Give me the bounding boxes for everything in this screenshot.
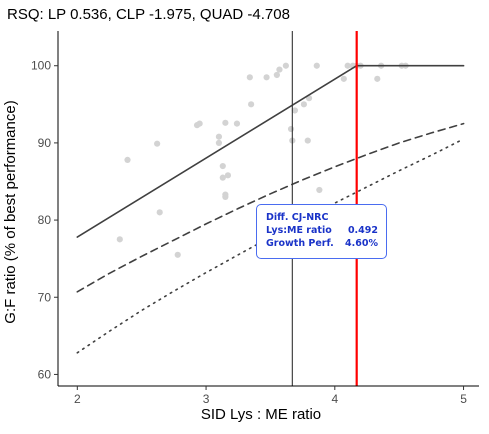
data-point [233,120,241,127]
y-tick-label: 80 [38,213,52,227]
data-point [246,74,253,81]
data-point [287,125,295,133]
data-point [316,186,323,194]
tooltip-row: Growth Perf. 4.60% [266,237,378,250]
data-point [300,101,308,108]
tooltip-value: 0.492 [347,225,378,236]
data-point [224,172,232,179]
y-tick-label: 70 [38,290,52,304]
data-point [116,236,123,243]
y-tick-label: 100 [31,59,51,73]
quadratic-line [76,138,465,354]
tooltip-value: 4.60% [345,238,378,249]
data-point [340,75,347,82]
data-point [282,62,289,69]
data-point [215,139,223,147]
tooltip-label: Lys:ME ratio [266,225,332,236]
data-point [273,71,280,79]
data-point [248,101,255,108]
data-point [276,66,283,73]
x-tick-label: 2 [74,392,81,406]
data-point [219,162,226,170]
data-point [124,156,131,163]
tooltip-label: Growth Perf. [266,238,334,249]
y-tick-label: 90 [38,136,52,150]
x-axis-label: SID Lys : ME ratio [201,406,321,423]
data-point [291,107,298,114]
chart-title: RSQ: LP 0.536, CLP -1.975, QUAD -4.708 [7,6,290,23]
data-point [222,119,229,126]
data-point [215,133,223,140]
data-point [174,251,181,258]
data-point [313,62,320,69]
data-point [222,193,229,201]
data-point [304,137,311,144]
data-point [156,209,163,216]
tooltip-title: Diff. CJ-NRC [266,212,329,223]
x-tick-label: 3 [203,392,210,406]
y-tick-label: 60 [38,367,52,381]
tooltip-row: Lys:ME ratio 0.492 [266,224,378,237]
data-point [196,120,203,127]
diff-tooltip: Diff. CJ-NRC Lys:ME ratio 0.492 Growth P… [256,204,387,259]
x-tick-label: 5 [460,392,467,406]
data-point [219,174,226,181]
data-point [263,74,270,81]
y-axis-label: G:F ratio (% of best performance) [2,100,19,323]
plot-area: 2 3 4 5 60 70 80 90 100 [31,31,479,406]
data-point [344,62,351,69]
curvilinear-plateau-line [76,122,465,293]
data-point [154,140,161,147]
data-point [374,75,381,82]
x-tick-label: 4 [331,392,338,406]
